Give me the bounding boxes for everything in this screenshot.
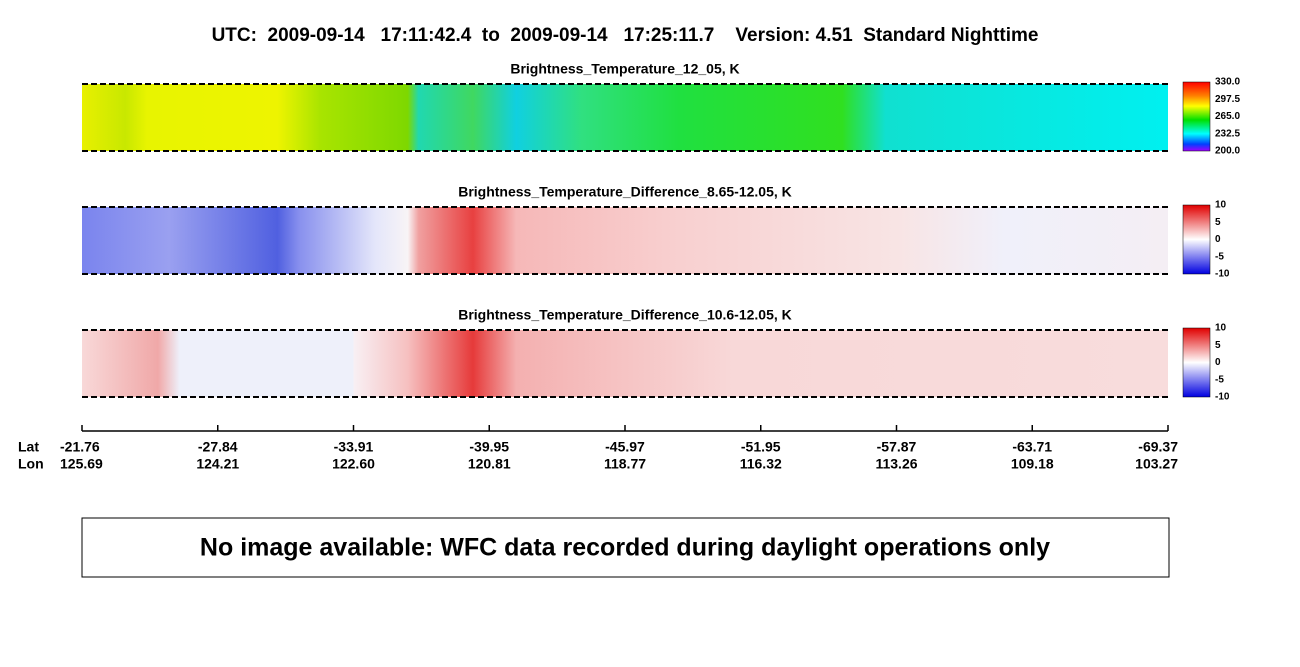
- colorbar-label: 0: [1215, 234, 1221, 245]
- lat-value: -21.76: [60, 439, 100, 455]
- lon-value: 122.60: [332, 456, 375, 472]
- colorbar-label: -5: [1215, 251, 1224, 262]
- colorbar: [1182, 204, 1211, 275]
- colorbar-label: 0: [1215, 357, 1221, 368]
- lon-value: 124.21: [196, 456, 239, 472]
- colorbar: [1182, 81, 1211, 152]
- lat-value: -51.95: [741, 439, 781, 455]
- lat-value: -45.97: [605, 439, 645, 455]
- swath-image: [82, 207, 1168, 274]
- page-title: UTC: 2009-09-14 17:11:42.4 to 2009-09-14…: [212, 25, 1039, 46]
- colorbar-label: -10: [1215, 269, 1230, 280]
- panel-title: Brightness_Temperature_Difference_10.6-1…: [458, 307, 792, 323]
- lat-value: -33.91: [334, 439, 374, 455]
- colorbar-label: 10: [1215, 200, 1227, 211]
- lon-value: 120.81: [468, 456, 511, 472]
- colorbar-label: 5: [1215, 340, 1221, 351]
- lon-value: 125.69: [60, 456, 103, 472]
- swath-image: [82, 330, 1168, 397]
- lat-value: -27.84: [198, 439, 238, 455]
- lat-value: -57.87: [877, 439, 917, 455]
- colorbar-label: -5: [1215, 374, 1224, 385]
- lon-value: 109.18: [1011, 456, 1054, 472]
- lat-value: -63.71: [1012, 439, 1052, 455]
- colorbar-label: 10: [1215, 323, 1227, 334]
- panel-title: Brightness_Temperature_Difference_8.65-1…: [458, 184, 792, 200]
- lon-value: 103.27: [1135, 456, 1178, 472]
- lat-value: -39.95: [469, 439, 509, 455]
- lat-value: -69.37: [1138, 439, 1178, 455]
- colorbar: [1182, 327, 1211, 398]
- lon-value: 118.77: [604, 456, 646, 472]
- colorbar-label: -10: [1215, 392, 1230, 403]
- colorbar-label: 297.5: [1215, 94, 1240, 105]
- colorbar-label: 265.0: [1215, 111, 1240, 122]
- colorbar-label: 5: [1215, 217, 1221, 228]
- lat-label: Lat: [18, 439, 39, 455]
- panel-title: Brightness_Temperature_12_05, K: [510, 61, 739, 77]
- colorbar-label: 232.5: [1215, 128, 1240, 139]
- message: No image available: WFC data recorded du…: [200, 534, 1050, 562]
- lon-label: Lon: [18, 456, 44, 472]
- lon-value: 113.26: [875, 456, 917, 472]
- colorbar-label: 330.0: [1215, 77, 1240, 88]
- swath-image: [82, 84, 1168, 151]
- colorbar-label: 200.0: [1215, 146, 1240, 157]
- message-box: [81, 517, 1170, 578]
- lon-value: 116.32: [740, 456, 782, 472]
